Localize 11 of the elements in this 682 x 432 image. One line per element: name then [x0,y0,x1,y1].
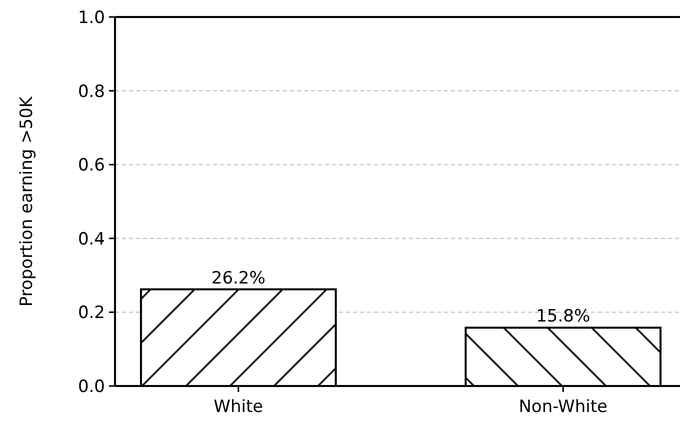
y-tick-label: 0.2 [78,303,105,324]
x-tick-label: Non-White [518,397,608,417]
y-tick-label: 0.8 [78,82,105,102]
y-tick-label: 0.0 [78,376,105,397]
y-tick-label: 1.0 [78,8,105,28]
data-label: 26.2% [211,268,266,288]
x-tick-label: White [214,397,264,417]
data-label: 15.8% [536,306,590,327]
y-axis-title: Proportion earning >50K [17,96,37,307]
y-tick-label: 0.6 [78,156,105,176]
y-tick-label: 0.4 [78,229,105,250]
